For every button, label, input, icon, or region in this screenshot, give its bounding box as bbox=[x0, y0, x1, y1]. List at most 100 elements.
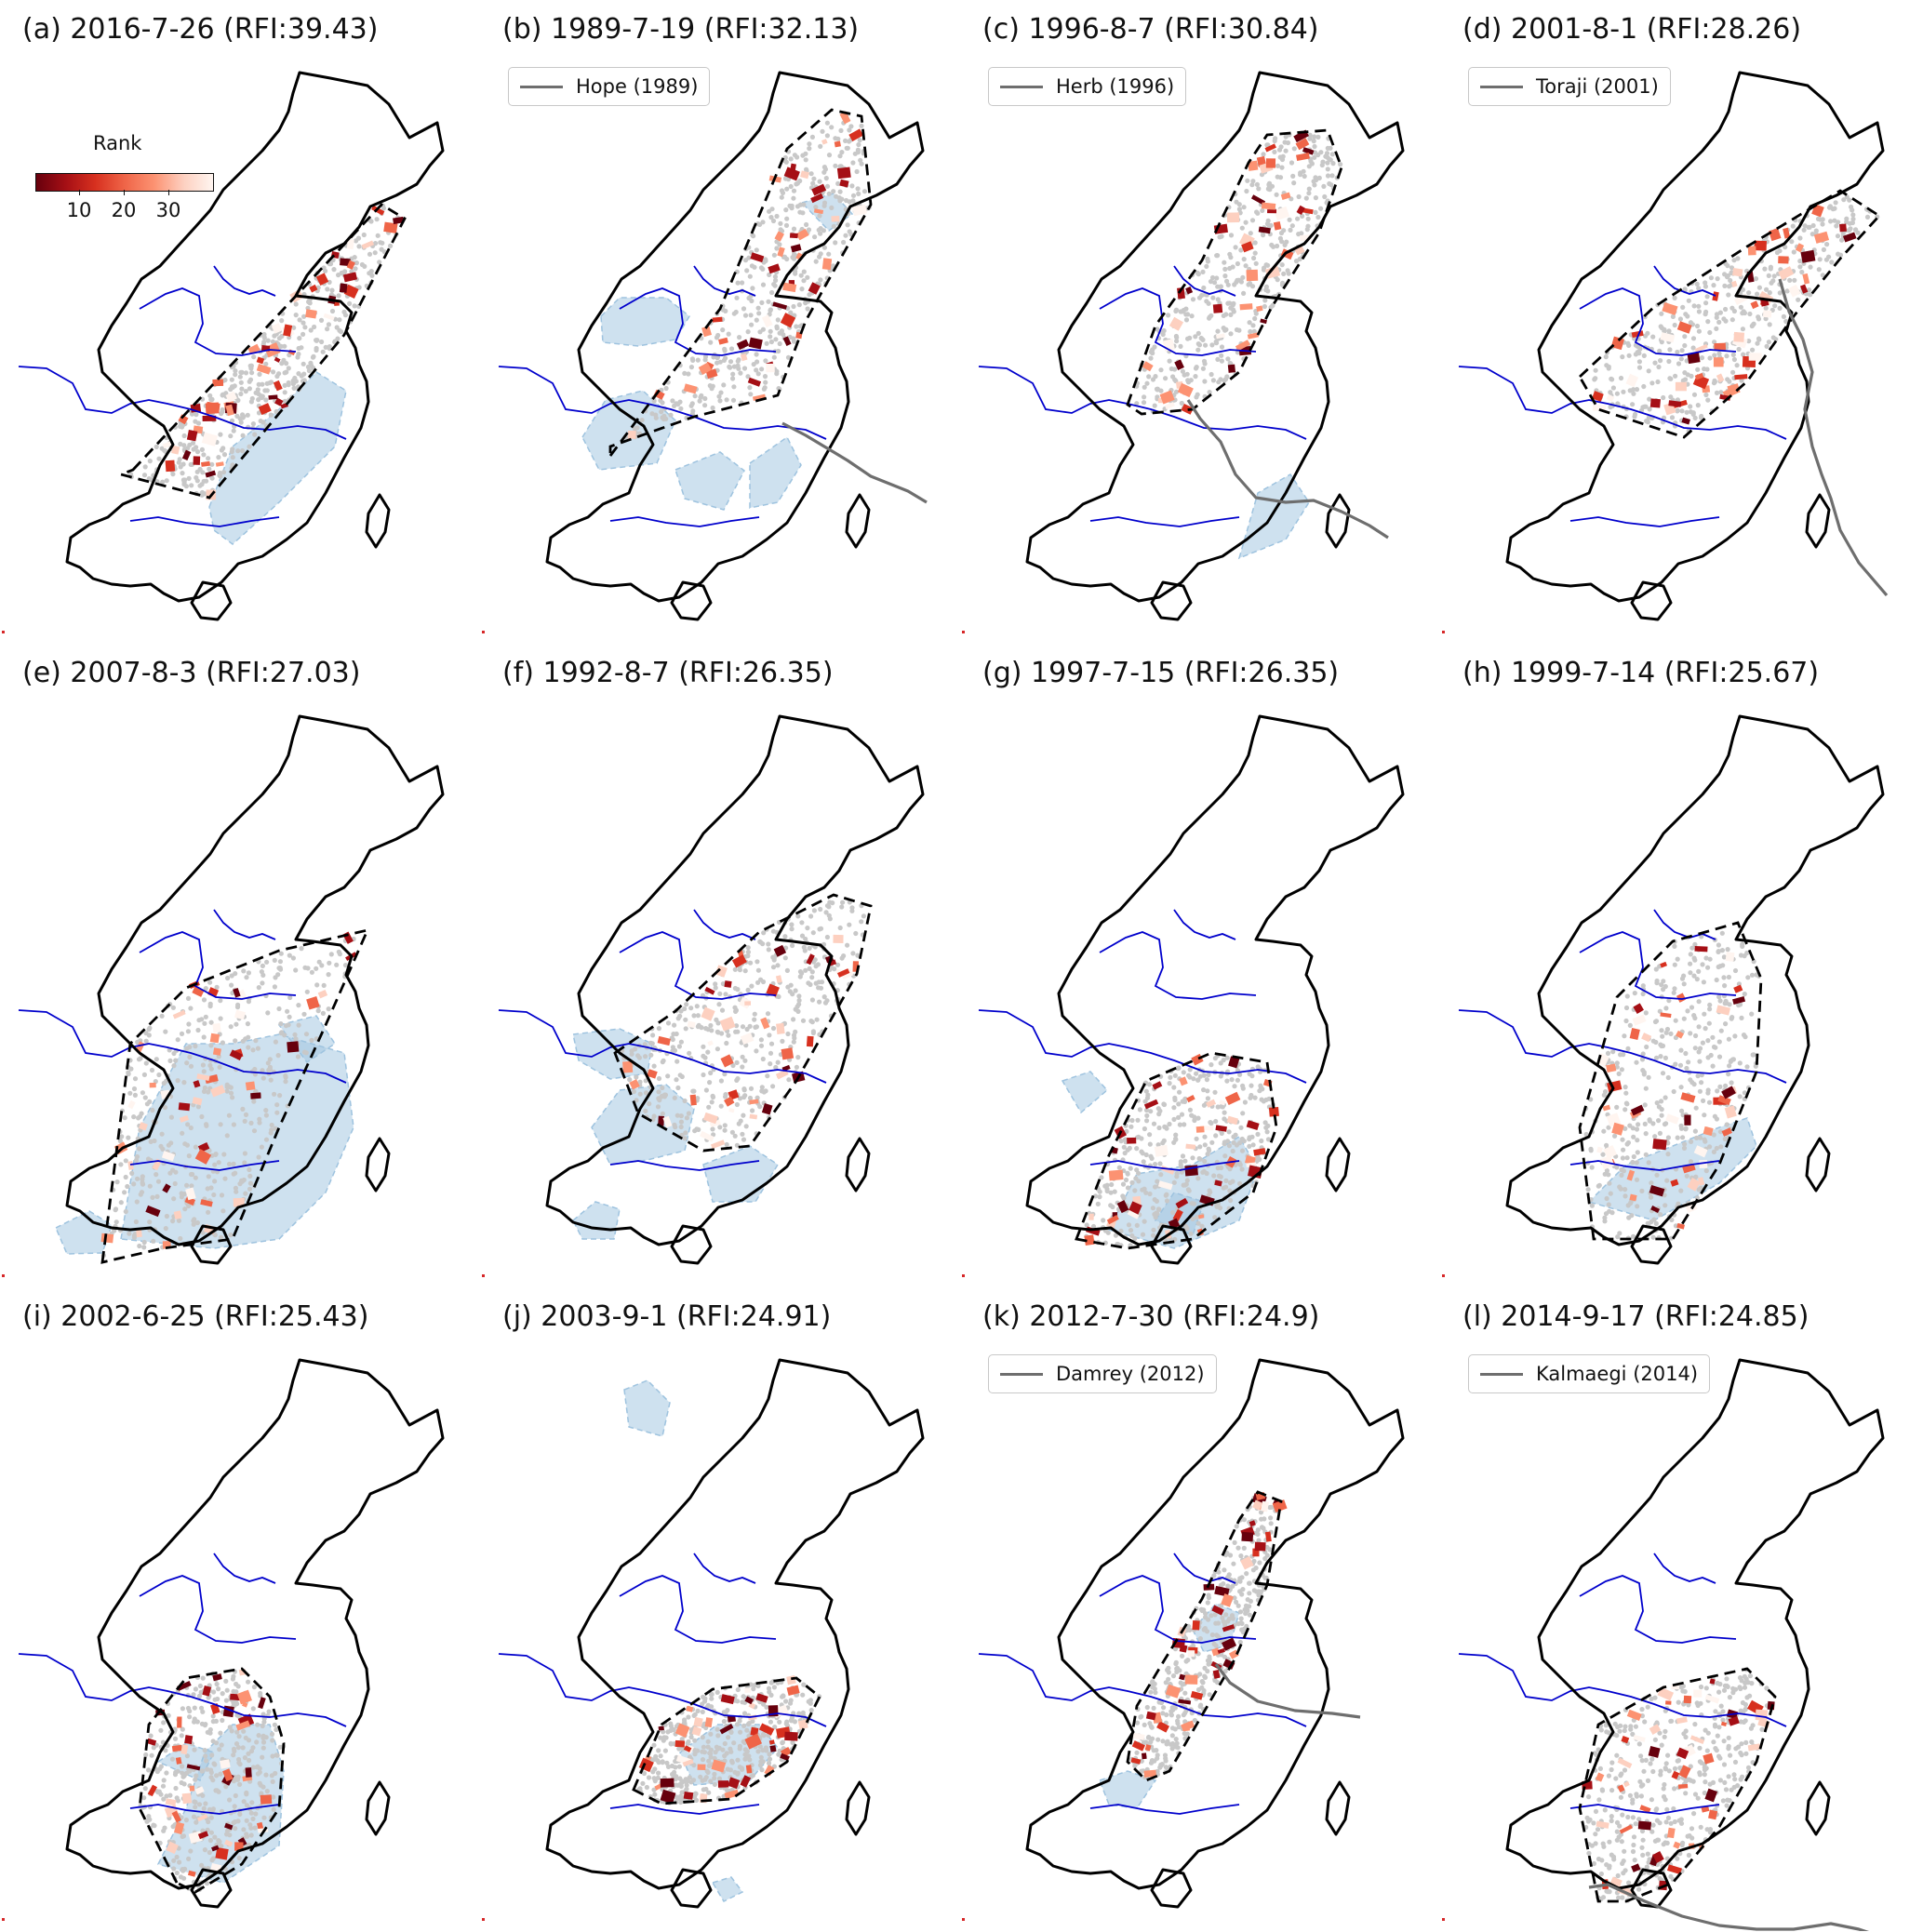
station-point bbox=[795, 1008, 801, 1014]
station-point bbox=[246, 1045, 251, 1050]
station-point bbox=[1158, 388, 1164, 393]
station-point bbox=[1224, 1055, 1230, 1060]
river-line bbox=[1173, 265, 1236, 297]
station-point bbox=[1141, 400, 1147, 406]
station-point bbox=[1245, 178, 1250, 183]
station-point bbox=[1777, 290, 1783, 296]
station-point bbox=[783, 1721, 789, 1726]
station-point bbox=[1644, 1044, 1649, 1050]
station-point bbox=[766, 947, 771, 953]
station-point bbox=[1683, 1126, 1689, 1131]
station-point bbox=[1669, 1217, 1675, 1222]
station-point bbox=[1264, 1129, 1270, 1135]
station-point bbox=[1628, 1199, 1634, 1205]
station-point bbox=[233, 1185, 238, 1191]
station-point bbox=[1750, 1052, 1756, 1058]
station-point bbox=[1684, 1065, 1689, 1072]
station-point bbox=[1658, 1212, 1663, 1218]
ranked-county bbox=[1177, 286, 1185, 300]
station-point bbox=[807, 141, 812, 147]
station-point bbox=[191, 1221, 196, 1227]
station-point bbox=[1712, 340, 1717, 345]
station-point bbox=[1209, 1139, 1215, 1145]
station-point bbox=[311, 353, 316, 359]
station-point bbox=[685, 1740, 690, 1746]
station-point bbox=[640, 1780, 646, 1786]
station-point bbox=[1265, 1137, 1272, 1142]
station-point bbox=[1791, 249, 1796, 255]
station-point bbox=[702, 1055, 708, 1060]
station-point bbox=[1784, 288, 1790, 294]
station-point bbox=[1641, 353, 1647, 358]
station-point bbox=[775, 317, 781, 323]
station-point bbox=[207, 393, 213, 398]
station-point bbox=[728, 346, 735, 352]
station-point bbox=[299, 373, 304, 379]
station-point bbox=[759, 1085, 765, 1090]
station-point bbox=[859, 161, 864, 167]
station-point bbox=[1721, 954, 1727, 960]
station-point bbox=[1608, 1191, 1613, 1196]
station-point bbox=[1214, 1203, 1220, 1208]
station-point bbox=[1262, 303, 1267, 310]
station-point bbox=[242, 1755, 247, 1761]
station-point bbox=[720, 327, 726, 333]
station-point bbox=[672, 1095, 677, 1100]
station-point bbox=[1099, 1175, 1104, 1180]
station-point bbox=[1771, 273, 1777, 279]
ranked-county bbox=[192, 986, 205, 997]
station-point bbox=[810, 1030, 816, 1036]
station-point bbox=[787, 1700, 794, 1706]
station-point bbox=[657, 1098, 662, 1103]
ranked-county bbox=[1181, 403, 1194, 415]
station-point bbox=[1222, 1153, 1228, 1159]
station-point bbox=[1664, 1178, 1670, 1183]
station-point bbox=[309, 969, 314, 975]
station-point bbox=[1730, 352, 1736, 357]
station-point bbox=[1707, 1144, 1713, 1150]
station-point bbox=[190, 440, 196, 446]
station-point bbox=[199, 1113, 205, 1120]
station-point bbox=[727, 364, 732, 369]
ranked-county bbox=[177, 1681, 192, 1691]
station-point bbox=[1247, 1135, 1252, 1140]
ranked-county bbox=[100, 1232, 114, 1244]
station-point bbox=[242, 1151, 247, 1156]
station-point bbox=[235, 448, 241, 454]
ranked-county bbox=[147, 1784, 158, 1797]
station-point bbox=[177, 457, 182, 462]
station-point bbox=[717, 359, 723, 365]
station-point bbox=[272, 333, 277, 339]
station-point bbox=[643, 1090, 649, 1096]
station-point bbox=[1783, 318, 1789, 325]
station-point bbox=[1678, 1047, 1684, 1053]
station-point bbox=[1723, 306, 1729, 313]
station-point bbox=[1209, 313, 1214, 318]
station-point bbox=[790, 1739, 795, 1745]
station-point bbox=[803, 300, 808, 306]
station-point bbox=[1240, 1086, 1246, 1091]
station-point bbox=[184, 1182, 190, 1188]
station-point bbox=[176, 1218, 181, 1223]
station-point bbox=[141, 1072, 147, 1077]
station-point bbox=[193, 1805, 198, 1810]
station-point bbox=[817, 213, 822, 219]
station-point bbox=[1152, 344, 1157, 350]
ranked-county bbox=[215, 461, 224, 467]
station-point bbox=[764, 340, 769, 346]
station-point bbox=[214, 1788, 220, 1793]
station-point bbox=[1707, 355, 1713, 361]
station-point bbox=[194, 1219, 200, 1226]
colorbar-tick-label: 30 bbox=[155, 199, 181, 221]
ranked-county bbox=[237, 1837, 247, 1847]
station-point bbox=[1643, 1152, 1649, 1157]
station-point bbox=[1314, 177, 1319, 183]
station-point bbox=[702, 403, 708, 408]
station-point bbox=[367, 251, 373, 257]
station-point bbox=[746, 1753, 752, 1759]
ranked-county bbox=[179, 1114, 190, 1123]
ranked-county bbox=[740, 1033, 755, 1046]
station-point bbox=[1678, 1085, 1684, 1090]
station-point bbox=[700, 1709, 705, 1714]
coastline bbox=[65, 1358, 445, 1890]
